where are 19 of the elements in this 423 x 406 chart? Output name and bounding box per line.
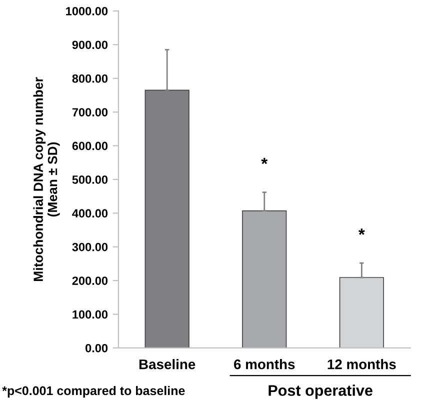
- x-tick-label: 6 months: [234, 359, 295, 370]
- text: Post operative: [268, 384, 372, 399]
- y-tick-label: 700.00: [72, 108, 108, 116]
- y-tick-label: 500.00: [72, 175, 108, 184]
- y-tick-label: 200.00: [72, 276, 108, 285]
- x-tick-label: Baseline: [139, 359, 196, 370]
- y-tick-label: 100.00: [72, 310, 108, 319]
- y-tick-label: 1000.00: [66, 6, 108, 16]
- annotation: *: [261, 158, 268, 164]
- y-tick-label: 900.00: [72, 40, 108, 50]
- y-tick-label: 300.00: [72, 242, 108, 252]
- annotation: *: [358, 228, 365, 235]
- y-tick-label: 400.00: [72, 209, 108, 218]
- y-tick-label: 0.00: [86, 344, 108, 352]
- y-tick-label: 600.00: [72, 142, 108, 150]
- x-tick-label: 12 months: [328, 359, 396, 370]
- y-tick-label: 800.00: [72, 74, 108, 83]
- text: *p<0.001 compared to baseline: [2, 386, 185, 398]
- y-axis-title: Mitochondrial DNA copy number (Mean ± SD): [33, 77, 60, 281]
